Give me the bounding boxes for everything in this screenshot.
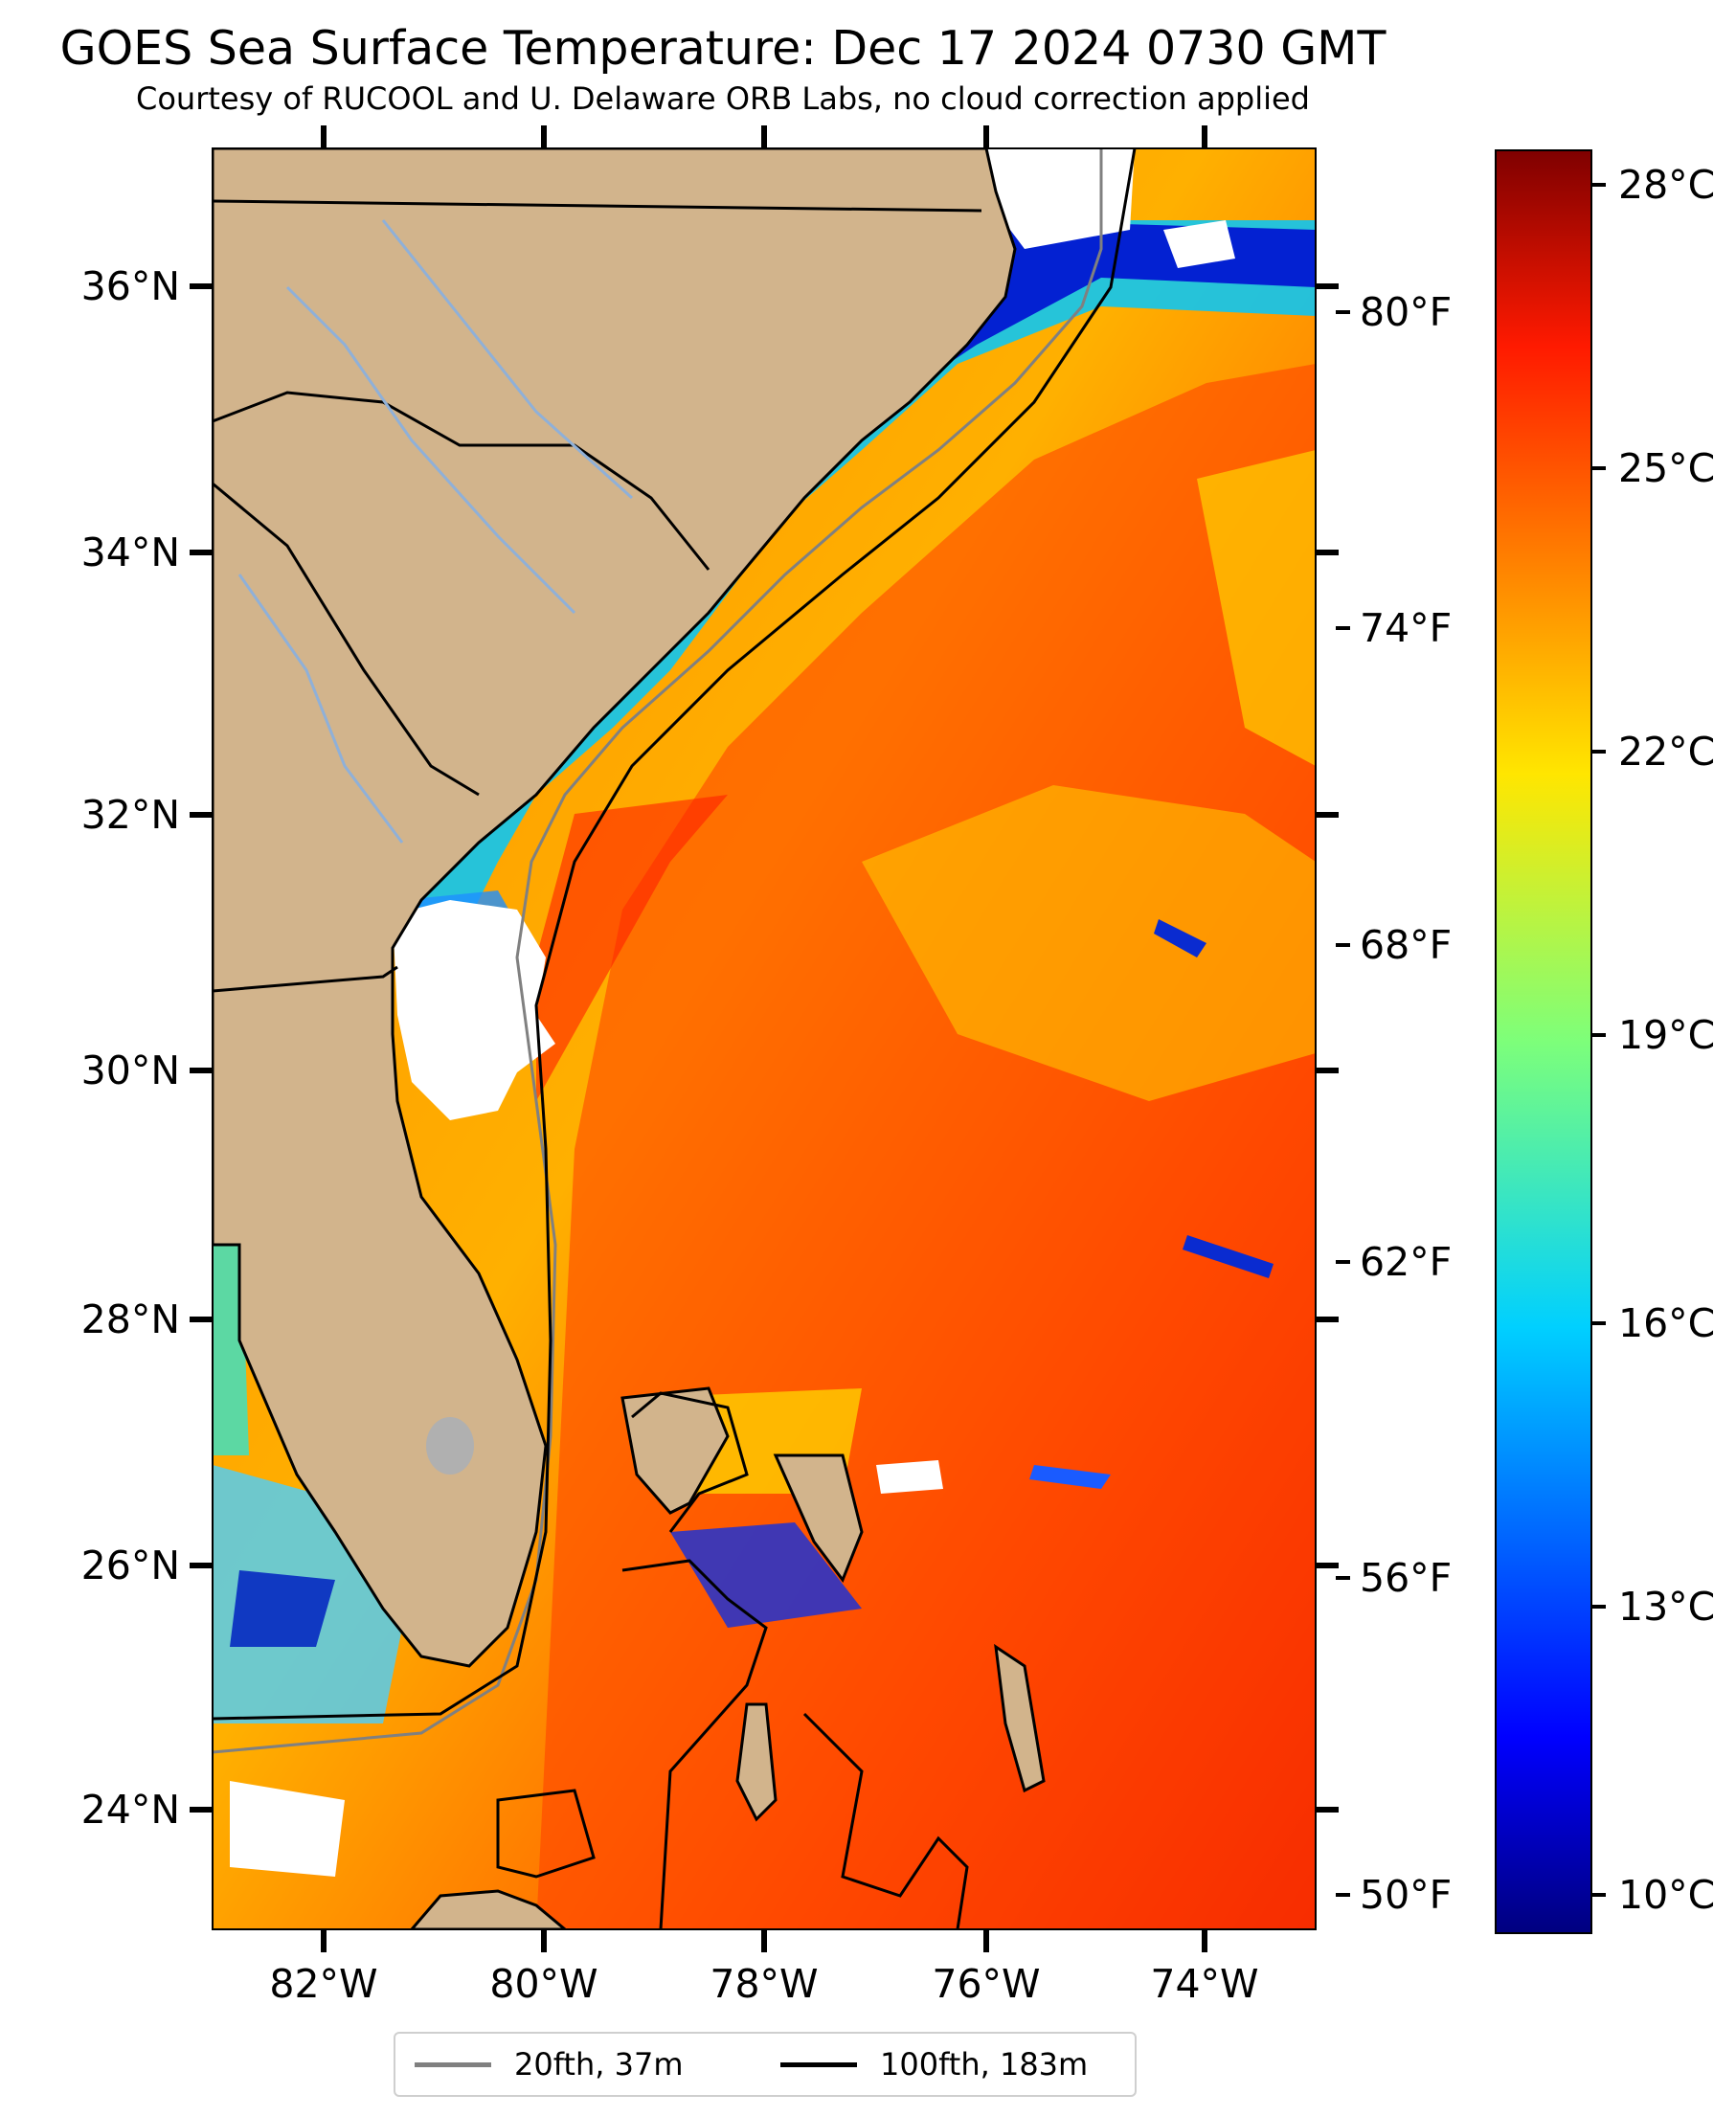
no-data-georgia — [393, 900, 555, 1120]
f-label-50: 50°F — [1360, 1872, 1452, 1918]
legend-label-100fth: 100fth, 183m — [880, 2046, 1089, 2083]
cold-streak-3 — [1029, 1465, 1111, 1489]
bank-edge-south — [802, 1712, 969, 1929]
latitude-ticks — [190, 283, 1339, 1813]
lat-label-24: 24°N — [81, 1787, 180, 1833]
cay-sal-bank — [496, 1789, 596, 1879]
legend-label-20fth: 20fth, 37m — [514, 2046, 684, 2083]
map-subtitle: Courtesy of RUCOOL and U. Delaware ORB L… — [136, 80, 1310, 117]
lon-label-76: 76°W — [932, 1961, 1040, 2007]
c-label-13: 13°C — [1618, 1584, 1715, 1630]
c-label-16: 16°C — [1618, 1300, 1715, 1346]
warm-core-patch — [536, 795, 728, 1101]
legend-item-100fth: 100fth, 183m — [780, 2034, 1088, 2095]
lat-label-30: 30°N — [81, 1047, 180, 1093]
legend-line-black — [780, 2061, 857, 2067]
no-data-bahamas — [876, 1460, 943, 1494]
river-1 — [285, 285, 576, 615]
legend-item-20fth: 20fth, 37m — [415, 2034, 683, 2095]
abaco-island — [773, 1453, 864, 1584]
f-label-56: 56°F — [1360, 1555, 1452, 1601]
f-label-62: 62°F — [1360, 1239, 1452, 1285]
no-data-small — [1163, 220, 1235, 268]
cuba-land — [410, 1889, 568, 1929]
river-3 — [237, 574, 404, 844]
f-label-80: 80°F — [1360, 289, 1452, 335]
c-label-10: 10°C — [1618, 1872, 1715, 1918]
lon-label-80: 80°W — [489, 1961, 597, 2007]
no-data-patch — [230, 1781, 345, 1877]
colorbar — [1495, 149, 1592, 1934]
state-border-nc-sc — [213, 391, 710, 571]
sst-map — [213, 148, 1316, 1929]
lat-label-28: 28°N — [81, 1296, 180, 1342]
legend-line-gray — [415, 2061, 491, 2067]
cold-patch-keys — [230, 1570, 335, 1647]
isobath-legend: 20fth, 37m 100fth, 183m — [394, 2032, 1137, 2097]
yellow-patch-east — [1197, 450, 1316, 766]
colorbar-ticks — [1591, 183, 1606, 1897]
cold-patch-bahamas — [670, 1522, 862, 1628]
bahama-bank-isobath — [631, 1391, 749, 1533]
c-label-22: 22°C — [1618, 729, 1715, 775]
lake-okeechobee — [426, 1417, 474, 1475]
great-bahama-bank-edge — [621, 1559, 768, 1929]
c-label-28: 28°C — [1618, 162, 1715, 208]
lat-label-26: 26°N — [81, 1543, 180, 1588]
andros-island — [735, 1702, 778, 1822]
lon-label-82: 82°W — [269, 1961, 377, 2007]
eleuthera-island — [994, 1643, 1046, 1793]
lon-label-78: 78°W — [710, 1961, 818, 2007]
state-border-ga-fl — [213, 965, 398, 993]
cold-streak-2 — [1183, 1235, 1274, 1278]
cool-shelf-water — [402, 220, 1316, 957]
longitude-ticks — [321, 125, 1207, 1952]
state-border-va-nc — [213, 199, 982, 213]
f-label-74: 74°F — [1360, 605, 1452, 651]
c-label-19: 19°C — [1618, 1012, 1715, 1058]
lat-label-34: 34°N — [81, 529, 180, 575]
warm-yellow-patch — [862, 785, 1316, 1101]
lat-label-32: 32°N — [81, 792, 180, 838]
lat-label-36: 36°N — [81, 263, 180, 309]
f-label-68: 68°F — [1360, 922, 1452, 968]
cold-streak-1 — [1154, 919, 1206, 957]
river-2 — [381, 219, 634, 500]
us-southeast-land — [213, 148, 1017, 1668]
lon-label-74: 74°W — [1150, 1961, 1258, 2007]
grand-bahama-island — [620, 1386, 730, 1515]
c-label-25: 25°C — [1618, 445, 1715, 491]
map-title: GOES Sea Surface Temperature: Dec 17 202… — [59, 21, 1387, 76]
state-border-sc-ga — [213, 482, 480, 797]
isobath-100fth — [213, 148, 1137, 1721]
no-data-north — [986, 148, 1135, 249]
